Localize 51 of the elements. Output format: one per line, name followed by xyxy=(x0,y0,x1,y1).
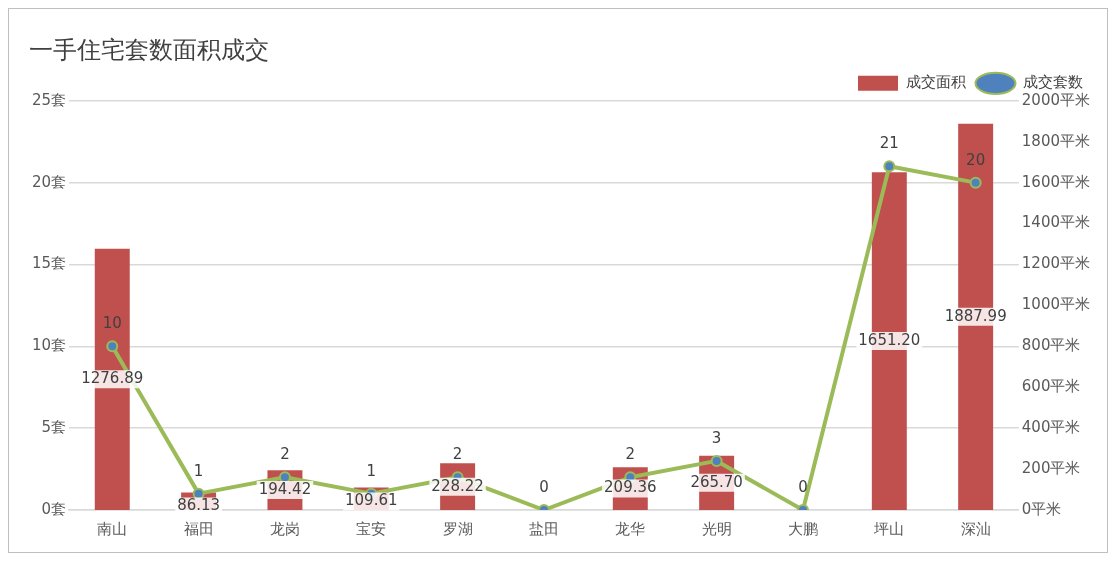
chart-title: 一手住宅套数面积成交 xyxy=(29,35,269,64)
y2-tick-label: 2000平米 xyxy=(1021,90,1091,109)
x-tick-label: 深汕 xyxy=(960,519,991,538)
x-tick-label: 光明 xyxy=(701,519,732,538)
data-label: 3 xyxy=(711,428,722,447)
data-label: 265.70 xyxy=(690,472,743,491)
y2-tick-label: 200平米 xyxy=(1021,458,1081,477)
y-tick-label: 5套 xyxy=(41,418,67,437)
data-label: 0 xyxy=(539,477,549,496)
x-tick-label: 大鹏 xyxy=(787,519,818,538)
legend-label: 成交面积 xyxy=(905,73,966,92)
data-label: 0 xyxy=(798,477,808,496)
y2-tick-label: 800平米 xyxy=(1021,336,1081,355)
data-label: 10 xyxy=(102,314,122,333)
x-tick-label: 盐田 xyxy=(528,519,559,538)
y-tick-label: 0套 xyxy=(41,499,67,518)
x-tick-label: 坪山 xyxy=(873,519,905,538)
legend-label: 成交套数 xyxy=(1023,73,1083,92)
x-tick-label: 宝安 xyxy=(356,519,387,538)
x-tick-label: 南山 xyxy=(97,519,128,538)
y-tick-label: 25套 xyxy=(31,90,67,109)
y2-tick-label: 400平米 xyxy=(1021,418,1081,437)
data-label: 2 xyxy=(625,445,636,464)
data-label: 1651.20 xyxy=(858,330,921,349)
x-tick-label: 福田 xyxy=(183,519,214,538)
data-label: 1276.89 xyxy=(81,369,144,388)
data-label: 1 xyxy=(366,461,377,480)
y-tick-label: 15套 xyxy=(31,254,67,273)
data-label: 21 xyxy=(879,134,899,153)
data-label: 228.22 xyxy=(431,476,484,495)
data-label: 2 xyxy=(280,445,290,464)
data-label: 209.36 xyxy=(604,478,657,497)
y2-tick-label: 0平米 xyxy=(1021,499,1062,518)
x-tick-label: 罗湖 xyxy=(442,519,473,538)
y2-tick-label: 1200平米 xyxy=(1021,254,1091,273)
data-label: 20 xyxy=(966,150,986,169)
data-label: 194.42 xyxy=(258,480,312,498)
data-label: 86.13 xyxy=(177,496,221,515)
y2-tick-label: 1800平米 xyxy=(1021,131,1091,150)
x-tick-label: 龙华 xyxy=(615,519,646,538)
y2-tick-label: 1000平米 xyxy=(1021,295,1091,314)
y-tick-label: 10套 xyxy=(31,336,67,355)
data-label: 1 xyxy=(193,461,204,480)
y2-tick-label: 1600平米 xyxy=(1021,172,1091,191)
y2-tick-label: 1400平米 xyxy=(1021,213,1091,232)
y2-tick-label: 600平米 xyxy=(1021,377,1081,396)
y-tick-label: 20套 xyxy=(31,172,67,191)
data-label: 2 xyxy=(452,445,463,464)
data-label: 109.61 xyxy=(345,491,398,510)
x-tick-label: 龙岗 xyxy=(269,519,300,538)
data-label: 1887.99 xyxy=(944,306,1007,325)
